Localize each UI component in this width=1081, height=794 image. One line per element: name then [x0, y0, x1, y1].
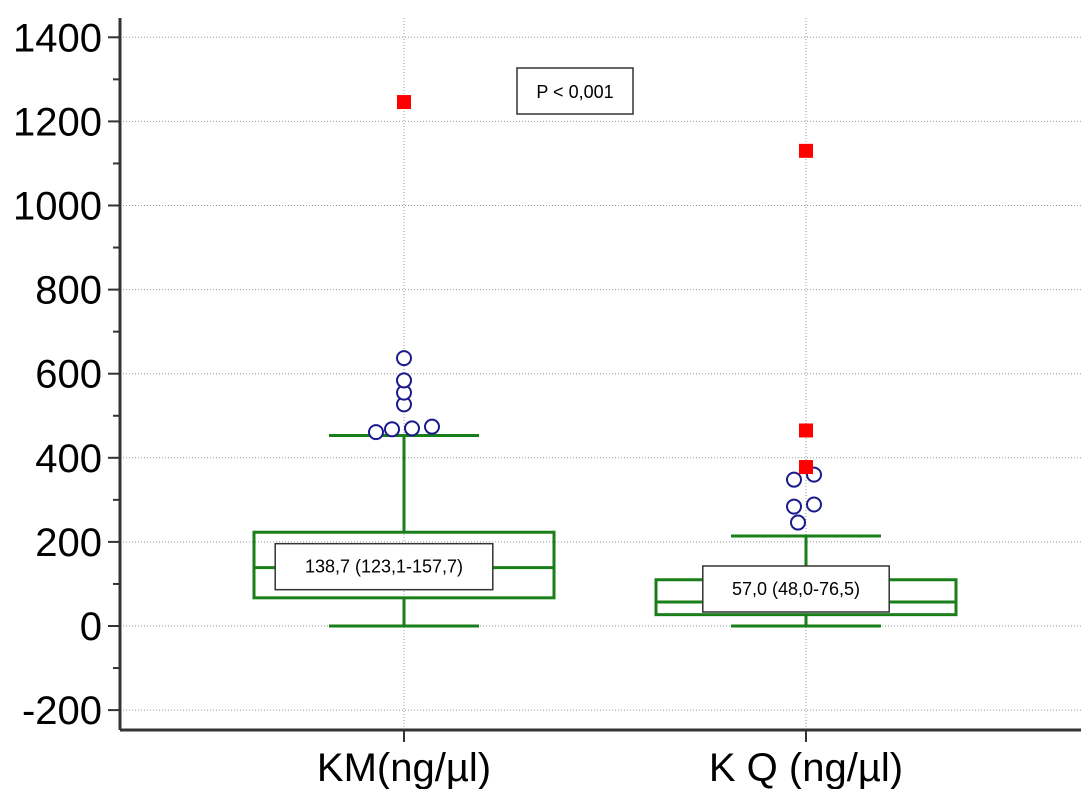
median-label-text: 138,7 (123,1-157,7): [305, 557, 463, 577]
outlier-point: [786, 498, 802, 515]
outlier-point: [790, 514, 806, 531]
outlier-point: [384, 421, 400, 438]
y-tick-label: 1400: [13, 16, 102, 60]
grid-lines: [120, 18, 1081, 730]
y-tick-label: -200: [22, 689, 102, 733]
p-value-annotation: P < 0,001: [516, 67, 634, 115]
outlier-point: [368, 424, 384, 441]
extreme-point: [799, 423, 813, 438]
y-tick-label: 600: [35, 353, 102, 397]
median-label-box: [702, 565, 890, 613]
y-tick-label: 800: [35, 269, 102, 313]
outlier-point: [396, 350, 412, 367]
y-tick-label: 1200: [13, 100, 102, 144]
box-labels: 138,7 (123,1-157,7) 57,0 (48,0-76,5) P < 0…: [274, 67, 890, 613]
outlier-point: [396, 372, 412, 389]
x-tick-label: K Q (ng/µl): [709, 746, 903, 789]
median-label-2: 57,0 (48,0-76,5): [702, 565, 890, 613]
extreme-point: [799, 460, 813, 475]
x-tick-label: KM(ng/µl): [317, 746, 491, 789]
median-label-1: 138,7 (123,1-157,7): [274, 542, 494, 591]
extreme-point: [799, 143, 813, 158]
y-tick-label: 0: [80, 605, 102, 649]
axes: KM(ng/µl) K Q (ng/µl) -200 0 200 400 600 800 100…: [13, 16, 1081, 790]
box-1: [252, 434, 556, 628]
median-label-text: 57,0 (48,0-76,5): [732, 579, 860, 599]
p-value-text: P < 0,001: [536, 82, 613, 102]
outlier-point: [424, 418, 440, 435]
outlier-point: [806, 496, 822, 513]
median-label-box: [274, 542, 494, 591]
data-points: [368, 95, 822, 531]
y-tick-label: 1000: [13, 185, 102, 229]
p-value-box: [516, 67, 634, 115]
outlier-point: [786, 471, 802, 488]
outlier-point: [404, 420, 420, 437]
y-tick-label: 200: [35, 521, 102, 565]
iqr-box: [252, 530, 556, 600]
y-tick-label: 400: [35, 437, 102, 481]
extreme-point: [397, 95, 411, 110]
